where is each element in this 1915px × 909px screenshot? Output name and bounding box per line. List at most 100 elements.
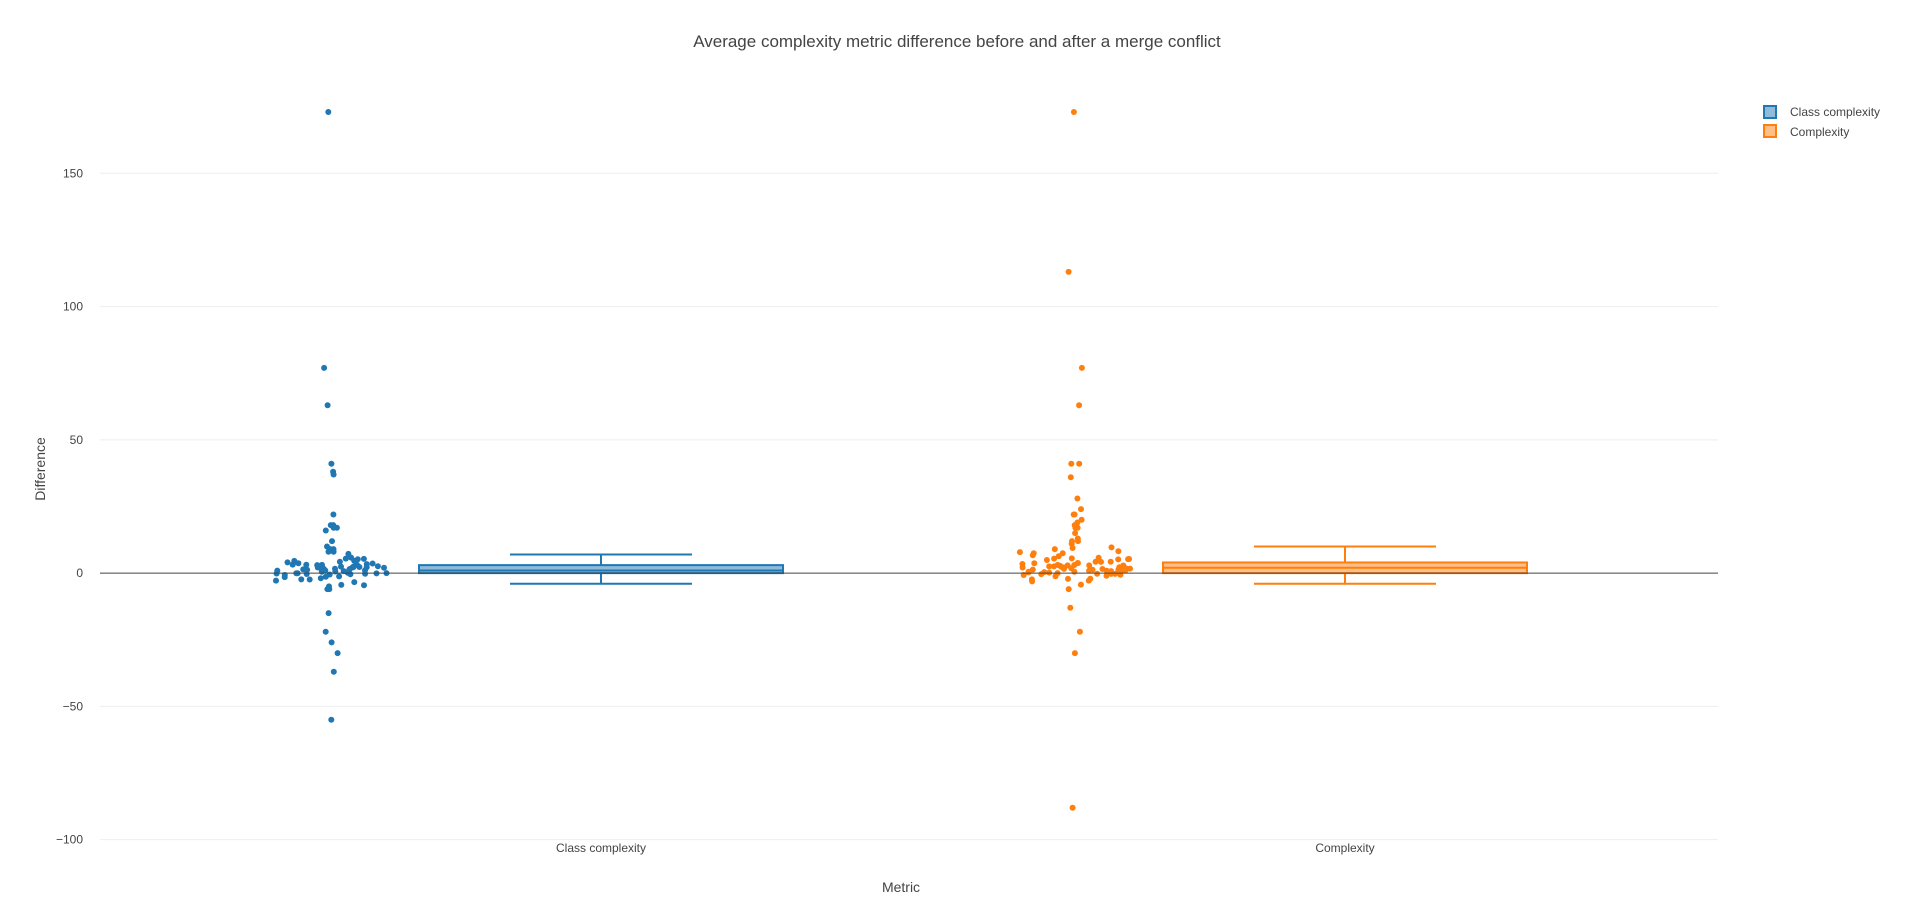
data-point bbox=[342, 555, 349, 562]
legend-swatch-class-complexity[interactable] bbox=[1763, 105, 1777, 119]
data-point bbox=[1115, 548, 1122, 555]
y-tick-label: −50 bbox=[63, 699, 84, 713]
outlier-point bbox=[1065, 586, 1072, 593]
outlier-point bbox=[1076, 460, 1083, 467]
data-point bbox=[338, 563, 344, 570]
outlier-point bbox=[325, 548, 332, 555]
data-point bbox=[1125, 556, 1132, 563]
data-point bbox=[1086, 562, 1093, 569]
data-point bbox=[1043, 557, 1050, 563]
legend-label-class-complexity[interactable]: Class complexity bbox=[1790, 105, 1880, 119]
legend: Class complexity Complexity bbox=[1763, 105, 1880, 139]
data-point bbox=[306, 576, 313, 583]
outlier-point bbox=[328, 639, 335, 646]
outlier-point bbox=[330, 511, 337, 518]
data-point bbox=[1068, 555, 1075, 562]
data-point bbox=[303, 571, 310, 577]
outlier-point bbox=[1069, 804, 1076, 811]
data-point bbox=[1127, 565, 1133, 572]
data-point bbox=[1098, 558, 1104, 565]
data-point bbox=[336, 573, 343, 580]
data-point bbox=[295, 560, 302, 567]
legend-swatch-complexity[interactable] bbox=[1763, 124, 1777, 138]
outlier-point bbox=[1067, 474, 1074, 481]
data-point bbox=[1099, 566, 1106, 572]
outlier-point bbox=[324, 586, 331, 593]
outlier-point bbox=[1068, 540, 1075, 547]
data-point bbox=[1029, 566, 1036, 573]
data-point bbox=[1085, 577, 1092, 584]
data-point bbox=[351, 579, 358, 586]
outlier-point bbox=[1070, 109, 1077, 115]
data-point bbox=[1052, 573, 1059, 580]
data-point bbox=[1103, 572, 1110, 579]
data-point bbox=[1122, 567, 1129, 574]
outlier-point bbox=[325, 610, 332, 617]
data-point bbox=[347, 571, 354, 578]
data-point bbox=[317, 575, 324, 582]
outlier-point bbox=[1076, 628, 1083, 635]
data-point bbox=[362, 570, 369, 577]
data-point bbox=[361, 582, 367, 589]
outlier-point bbox=[330, 548, 337, 555]
y-tick-label: −100 bbox=[56, 833, 83, 847]
data-point bbox=[1092, 558, 1099, 565]
data-point bbox=[1029, 552, 1036, 559]
data-point bbox=[1046, 569, 1053, 576]
data-point bbox=[1089, 566, 1096, 573]
outlier-point bbox=[328, 716, 335, 723]
y-tick-label: 50 bbox=[70, 433, 84, 447]
data-point bbox=[338, 581, 345, 588]
outlier-point bbox=[1072, 530, 1079, 537]
outlier-point bbox=[1065, 268, 1072, 275]
data-point bbox=[374, 563, 381, 570]
outlier-point bbox=[1071, 511, 1078, 518]
data-point bbox=[1031, 560, 1038, 567]
legend-label-complexity[interactable]: Complexity bbox=[1790, 125, 1849, 139]
y-tick-label: 100 bbox=[63, 300, 83, 314]
data-point bbox=[354, 556, 361, 563]
outlier-point bbox=[330, 668, 337, 675]
series-complexity bbox=[1016, 109, 1528, 811]
data-point bbox=[1029, 578, 1036, 585]
outlier-point bbox=[1068, 460, 1075, 467]
data-point bbox=[381, 564, 387, 571]
data-point bbox=[1041, 569, 1048, 576]
outlier-point bbox=[321, 364, 328, 371]
outlier-point bbox=[334, 650, 341, 657]
data-point bbox=[1065, 575, 1071, 582]
outlier-point bbox=[322, 628, 329, 635]
data-point bbox=[1016, 549, 1023, 556]
data-point bbox=[298, 576, 305, 583]
outlier-point bbox=[329, 538, 335, 545]
outlier-point bbox=[1072, 524, 1079, 531]
data-point bbox=[1058, 563, 1065, 570]
axes: 150 100 50 0 −50 −100 Class complexity Complexi… bbox=[56, 166, 1718, 855]
x-tick-label: Class complexity bbox=[556, 841, 646, 855]
outlier-point bbox=[325, 109, 332, 115]
y-tick-label: 0 bbox=[76, 566, 83, 580]
data-point bbox=[289, 561, 296, 568]
outlier-point bbox=[328, 460, 335, 467]
data-point bbox=[1019, 564, 1026, 571]
data-point bbox=[1051, 546, 1058, 553]
data-point bbox=[1094, 570, 1101, 577]
y-tick-label: 150 bbox=[63, 166, 83, 180]
outlier-point bbox=[1078, 506, 1084, 513]
data-point bbox=[322, 567, 329, 574]
outlier-point bbox=[1078, 364, 1085, 371]
series-class-complexity bbox=[273, 109, 784, 723]
data-point bbox=[1107, 558, 1114, 565]
data-point bbox=[1108, 544, 1115, 551]
outlier-point bbox=[330, 524, 337, 531]
outlier-point bbox=[1067, 604, 1074, 611]
outlier-point bbox=[1076, 402, 1083, 409]
data-point bbox=[322, 573, 329, 580]
data-point bbox=[284, 559, 291, 566]
outlier-point bbox=[1071, 650, 1078, 657]
outlier-point bbox=[324, 402, 331, 409]
data-point bbox=[303, 561, 310, 568]
data-point bbox=[1077, 581, 1084, 588]
outlier-point bbox=[1075, 538, 1081, 545]
